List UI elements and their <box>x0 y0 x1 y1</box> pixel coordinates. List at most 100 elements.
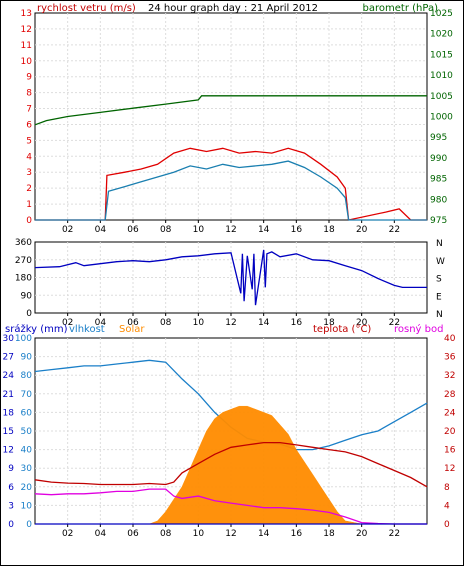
p3-humidity-ytick-label: 0 <box>26 520 32 530</box>
p3-rain-ytick-label: 12 <box>3 446 14 456</box>
p3-humidity-ytick-label: 70 <box>21 390 33 400</box>
p3-xtick-label: 04 <box>95 529 107 539</box>
series-line-wind-speed <box>35 147 427 221</box>
p1-left-ytick-label: 4 <box>26 152 32 162</box>
p1-left-ytick-label: 6 <box>26 120 32 130</box>
series-line-wind-direction <box>34 249 427 306</box>
humidity-legend-label: vlhkost <box>69 324 105 335</box>
dewpoint-legend-label: rosný bod <box>394 323 443 335</box>
p3-rain-ytick-label: 15 <box>3 427 14 437</box>
p3-humidity-ytick-label: 100 <box>15 334 32 344</box>
p1-xtick-label: 08 <box>160 225 172 235</box>
marks-panel-3 <box>34 359 428 525</box>
p3-humidity-ytick-label: 60 <box>21 408 33 418</box>
p1-xtick-label: 04 <box>95 225 107 235</box>
p3-temperature-ytick-label: 40 <box>444 334 456 344</box>
p2-xtick-label: 02 <box>62 318 73 328</box>
p1-right-ytick-label: 995 <box>430 133 447 143</box>
p3-xtick-label: 20 <box>356 529 368 539</box>
p2-left-ytick-label: 180 <box>15 274 32 284</box>
p3-rain-ytick-label: 30 <box>3 334 15 344</box>
p3-rain-ytick-label: 18 <box>3 408 15 418</box>
p3-humidity-ytick-label: 50 <box>21 427 33 437</box>
p1-right-ytick-label: 1015 <box>430 50 453 60</box>
p3-temperature-ytick-label: 32 <box>444 371 455 381</box>
temperature-legend-label: teplota (°C) <box>313 324 371 335</box>
p1-right-ytick-label: 1020 <box>430 30 453 40</box>
p3-xtick-label: 18 <box>323 529 335 539</box>
p3-temperature-ytick-label: 20 <box>444 427 456 437</box>
p2-xtick-label: 04 <box>95 318 107 328</box>
p2-left-ytick-label: 360 <box>15 238 32 248</box>
p3-xtick-label: 08 <box>160 529 172 539</box>
p2-xtick-label: 06 <box>127 318 139 328</box>
compass-label: W <box>436 257 445 267</box>
p2-xtick-label: 22 <box>389 318 400 328</box>
p3-rain-ytick-label: 9 <box>8 464 14 474</box>
p1-right-ytick-label: 1005 <box>430 92 453 102</box>
p3-rain-ytick-label: 6 <box>8 483 14 493</box>
p1-left-ytick-label: 8 <box>26 89 32 99</box>
grid-panel-2 <box>35 242 427 313</box>
p3-xtick-label: 10 <box>193 529 205 539</box>
p2-xtick-label: 08 <box>160 318 172 328</box>
p1-left-ytick-label: 1 <box>26 200 32 210</box>
p2-left-ytick-label: 90 <box>21 291 33 301</box>
p3-rain-ytick-label: 3 <box>8 501 14 511</box>
solar-legend-label: Solar <box>119 324 145 335</box>
p2-xtick-label: 10 <box>193 318 205 328</box>
series-line-pressure <box>34 95 427 126</box>
p1-xtick-label: 20 <box>356 225 368 235</box>
p1-xtick-label: 14 <box>258 225 270 235</box>
p3-humidity-ytick-label: 30 <box>21 464 33 474</box>
p1-right-ytick-label: 985 <box>430 175 447 185</box>
p1-left-ytick-label: 0 <box>26 216 32 226</box>
rain-legend-label: srážky (mm) <box>5 323 68 335</box>
p1-left-ytick-label: 12 <box>21 25 32 35</box>
p1-xtick-label: 10 <box>193 225 205 235</box>
chart-title: 24 hour graph day : 21 April 2012 <box>148 3 318 14</box>
p1-right-ytick-label: 1025 <box>430 9 453 19</box>
p3-temperature-ytick-label: 12 <box>444 464 455 474</box>
series-line-temperature <box>34 441 428 488</box>
p1-left-ytick-label: 3 <box>26 168 32 178</box>
marks-panel-2 <box>34 249 427 306</box>
grid-panel-1 <box>35 13 427 220</box>
p2-xtick-label: 20 <box>356 318 368 328</box>
p3-xtick-label: 22 <box>389 529 400 539</box>
p3-humidity-ytick-label: 90 <box>21 353 33 363</box>
marks-panel-1 <box>34 95 427 221</box>
p1-xtick-label: 22 <box>389 225 400 235</box>
p3-xtick-label: 16 <box>291 529 303 539</box>
p3-humidity-ytick-label: 20 <box>21 483 33 493</box>
p1-xtick-label: 16 <box>291 225 303 235</box>
p1-xtick-label: 18 <box>323 225 335 235</box>
series-line-dew-point <box>34 488 427 525</box>
p1-right-ytick-label: 1000 <box>430 113 453 123</box>
p2-xtick-label: 12 <box>225 318 236 328</box>
p3-xtick-label: 12 <box>225 529 236 539</box>
wind-speed-axis-label: rychlost vetru (m/s) <box>37 3 136 14</box>
p3-temperature-ytick-label: 24 <box>444 408 456 418</box>
p1-xtick-label: 06 <box>127 225 139 235</box>
p3-rain-ytick-label: 21 <box>3 390 14 400</box>
p3-xtick-label: 06 <box>127 529 139 539</box>
compass-label: N <box>436 310 443 320</box>
p1-left-ytick-label: 11 <box>21 41 32 51</box>
p3-temperature-ytick-label: 0 <box>444 520 450 530</box>
p1-right-ytick-label: 980 <box>430 195 447 205</box>
p3-temperature-ytick-label: 4 <box>444 501 450 511</box>
series-line-wind-gust <box>35 160 427 221</box>
compass-label: E <box>436 292 442 302</box>
p3-humidity-ytick-label: 80 <box>21 371 33 381</box>
p1-left-ytick-label: 7 <box>26 105 32 115</box>
p3-xtick-label: 02 <box>62 529 73 539</box>
p3-rain-ytick-label: 24 <box>3 371 15 381</box>
p3-xtick-label: 14 <box>258 529 270 539</box>
p3-temperature-ytick-label: 16 <box>444 446 456 456</box>
p1-xtick-label: 02 <box>62 225 73 235</box>
p1-left-ytick-label: 9 <box>26 73 32 83</box>
